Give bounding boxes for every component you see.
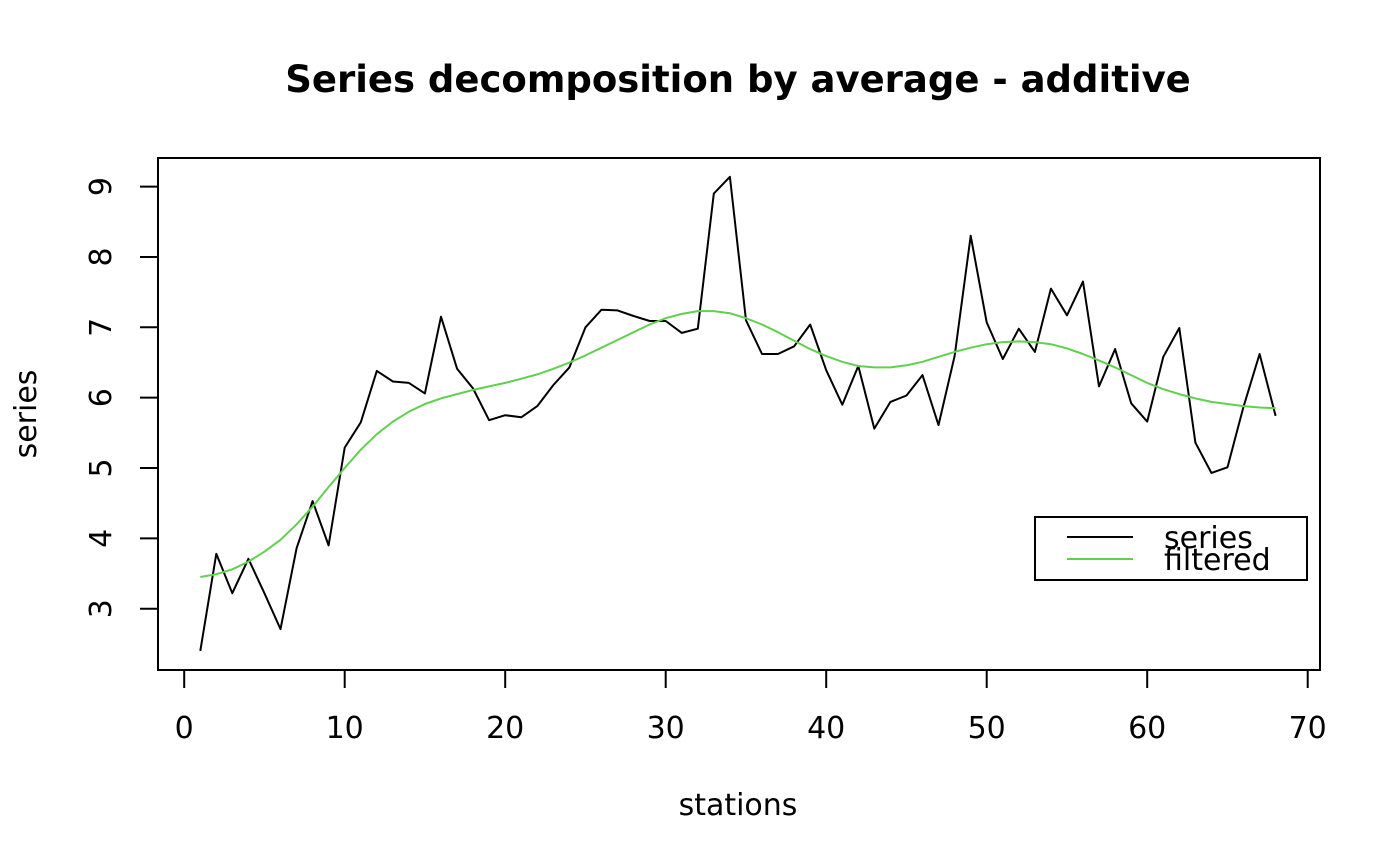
y-tick-label: 4 [84, 529, 119, 548]
plot-area-frame [157, 157, 1321, 671]
x-tick-label: 10 [326, 711, 364, 746]
series-line-filtered [200, 310, 1276, 578]
legend-label-filtered: filtered [1164, 543, 1271, 578]
legend: series filtered [1034, 516, 1308, 581]
x-axis-label: stations [679, 788, 798, 823]
legend-box [1034, 516, 1308, 581]
x-axis: 0 10 20 30 40 50 60 70 [175, 669, 1327, 746]
chart-title: Series decomposition by average - additi… [285, 58, 1191, 101]
y-axis: 3 4 5 6 7 8 9 [84, 177, 159, 618]
y-tick-label: 6 [84, 388, 119, 407]
series-group [199, 175, 1277, 652]
y-tick-label: 3 [84, 599, 119, 618]
y-tick-label: 7 [84, 318, 119, 337]
y-tick-label: 8 [84, 247, 119, 266]
y-tick-label: 5 [84, 458, 119, 477]
legend-label-series: series [1164, 521, 1253, 556]
y-axis-label: series [9, 370, 44, 459]
x-tick-label: 60 [1128, 711, 1166, 746]
x-tick-label: 0 [175, 711, 194, 746]
x-tick-label: 40 [807, 711, 845, 746]
y-tick-label: 9 [84, 177, 119, 196]
x-tick-label: 70 [1289, 711, 1327, 746]
x-tick-label: 20 [486, 711, 524, 746]
x-tick-label: 50 [968, 711, 1006, 746]
x-tick-label: 30 [647, 711, 685, 746]
series-line-series [199, 175, 1277, 652]
